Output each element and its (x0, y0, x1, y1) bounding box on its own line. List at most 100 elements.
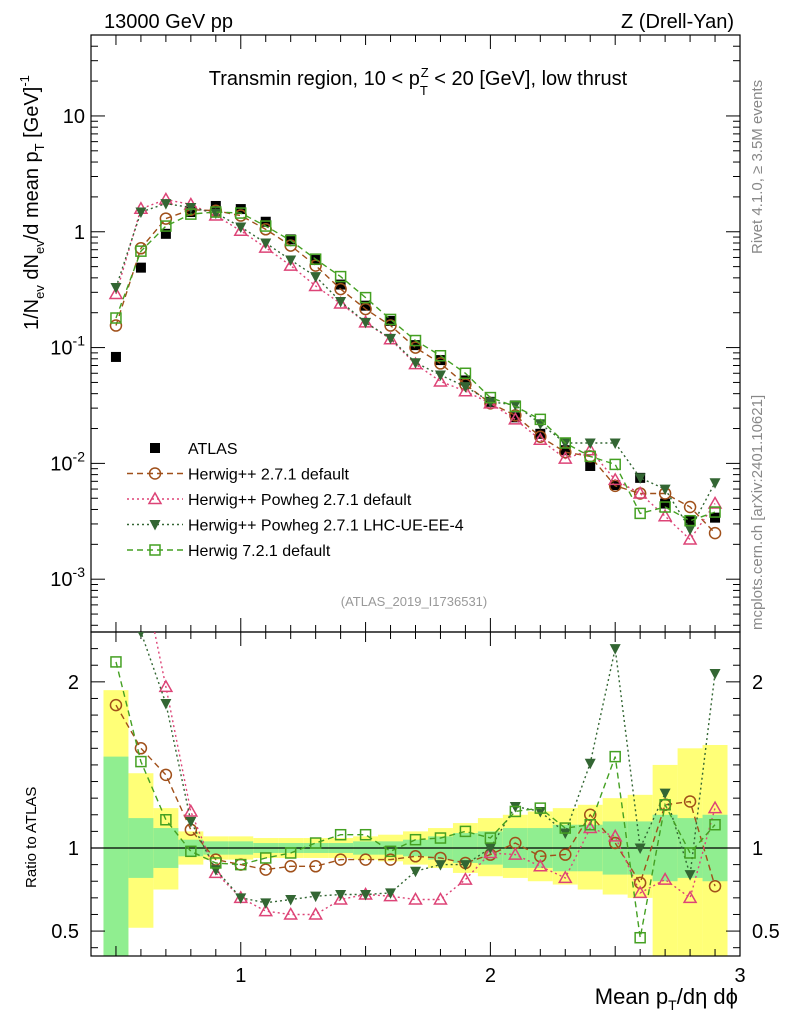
data-point-powheg (110, 435, 122, 446)
main-panel: 10-3 10-2 10-1 1 10 (50, 34, 741, 633)
data-point-powheg (283, 906, 298, 920)
data-point-herwig7 (609, 750, 621, 763)
data-point-herwigpp (134, 742, 148, 755)
data-point-herwig7 (409, 334, 422, 347)
title-prefix: Transmin region, 10 < p (209, 68, 420, 90)
title-subscript: T (420, 83, 428, 98)
data-point-herwigpp (534, 430, 547, 443)
data-point-herwigpp (334, 853, 347, 866)
data-point-herwig7 (484, 391, 497, 404)
data-point-powheg-ue (459, 860, 471, 871)
title-suffix: < 20 [GeV], low thrust (429, 68, 628, 90)
data-point-herwigpp (683, 795, 697, 808)
data-point-herwig7 (259, 220, 272, 232)
data-point-powheg (147, 491, 163, 505)
data-point-herwigpp (259, 863, 272, 876)
data-point-herwig7 (259, 852, 272, 864)
data-point-atlas (510, 412, 521, 423)
ratio-series-group (109, 435, 723, 944)
data-point-herwigpp (683, 500, 697, 514)
legend-label-herwigpp: Herwig++ 2.7.1 default (188, 467, 350, 484)
data-point-herwig7 (509, 805, 522, 818)
y-tick-label: 10-3 (50, 564, 85, 591)
data-point-atlas (360, 300, 371, 311)
data-point-powheg (383, 888, 398, 902)
data-point-powheg-ue (534, 806, 546, 818)
data-point-powheg-ue (584, 758, 596, 770)
plot-title: Transmin region, 10 < pTZ < 20 [GeV], lo… (209, 65, 628, 98)
data-point-powheg (258, 903, 274, 917)
data-point-powheg (508, 847, 523, 860)
main-ylabel: 1/Nev dNev/d mean pT [GeV]-1 (17, 75, 47, 330)
data-point-herwig7 (384, 313, 397, 326)
x-tick-label: 2 (485, 965, 496, 987)
data-point-herwig7 (559, 822, 572, 834)
data-point-powheg-ue (434, 860, 446, 871)
data-point-powheg (233, 223, 249, 237)
data-point-atlas (685, 515, 696, 526)
data-point-powheg-ue (459, 382, 471, 393)
data-point-herwig7 (384, 845, 397, 858)
data-point-herwigpp (633, 876, 647, 890)
series-line-herwig7 (115, 211, 716, 522)
data-point-powheg (557, 870, 573, 884)
data-point-atlas (135, 262, 146, 273)
data-point-powheg-ue (684, 870, 696, 881)
data-point-herwig7 (634, 931, 646, 944)
data-point-atlas (160, 228, 171, 239)
data-point-powheg (333, 296, 348, 309)
data-point-herwigpp (309, 259, 322, 272)
data-point-powheg (483, 845, 498, 859)
data-point-atlas (110, 351, 121, 362)
data-point-powheg-ue (659, 484, 671, 496)
data-point-powheg-ue (609, 438, 621, 449)
data-point-powheg (158, 679, 174, 693)
data-point-powheg (682, 532, 698, 545)
data-point-herwig7 (235, 207, 247, 219)
title-superscript: Z (421, 65, 429, 80)
data-point-powheg-ue (634, 843, 646, 854)
data-point-powheg (582, 442, 598, 456)
data-point-powheg-ue (360, 890, 372, 901)
data-point-powheg-ue (185, 816, 197, 828)
data-point-powheg-ue (509, 801, 521, 813)
data-point-powheg (508, 411, 523, 425)
data-point-powheg-ue (310, 272, 322, 283)
data-point-herwig7 (135, 755, 147, 768)
data-point-powheg-ue (385, 333, 397, 345)
data-point-powheg-ue (285, 895, 297, 906)
data-point-powheg (682, 890, 698, 904)
ratio-y-tick-label: 1 (68, 838, 79, 860)
data-point-powheg-ue (484, 843, 496, 854)
data-point-herwig7 (534, 413, 547, 426)
data-point-herwigpp (384, 319, 397, 332)
data-point-powheg (308, 278, 323, 292)
data-point-powheg (657, 872, 673, 885)
data-point-powheg-ue (160, 199, 172, 210)
data-point-powheg-ue (360, 317, 372, 329)
main-ylabel-text: 1/Nev dNev/d mean pT [GeV]-1 (17, 75, 47, 330)
data-point-herwig7 (534, 802, 547, 814)
data-point-powheg (458, 872, 473, 885)
data-point-herwig7 (284, 847, 297, 859)
data-point-herwigpp (159, 212, 173, 225)
data-point-powheg-ue (335, 296, 347, 308)
data-point-powheg (283, 258, 298, 271)
analysis-watermark: (ATLAS_2019_I1736531) (341, 594, 487, 609)
ratio-y-tick-label-right: 1 (752, 838, 763, 860)
data-point-herwig7 (684, 514, 696, 527)
data-point-atlas (335, 279, 346, 290)
data-point-herwig7 (160, 220, 172, 232)
data-point-powheg (135, 560, 147, 571)
data-point-powheg-ue (310, 891, 322, 903)
data-point-herwigpp (309, 860, 322, 873)
data-point-powheg (707, 800, 723, 814)
ratio-y-tick-label: 2 (68, 672, 79, 694)
x-tick-label: 1 (235, 965, 246, 987)
data-point-herwigpp (559, 848, 572, 861)
data-point-powheg-ue (659, 788, 671, 800)
data-point-powheg (657, 508, 673, 522)
data-point-powheg (533, 432, 548, 445)
data-point-herwig7 (309, 837, 322, 849)
